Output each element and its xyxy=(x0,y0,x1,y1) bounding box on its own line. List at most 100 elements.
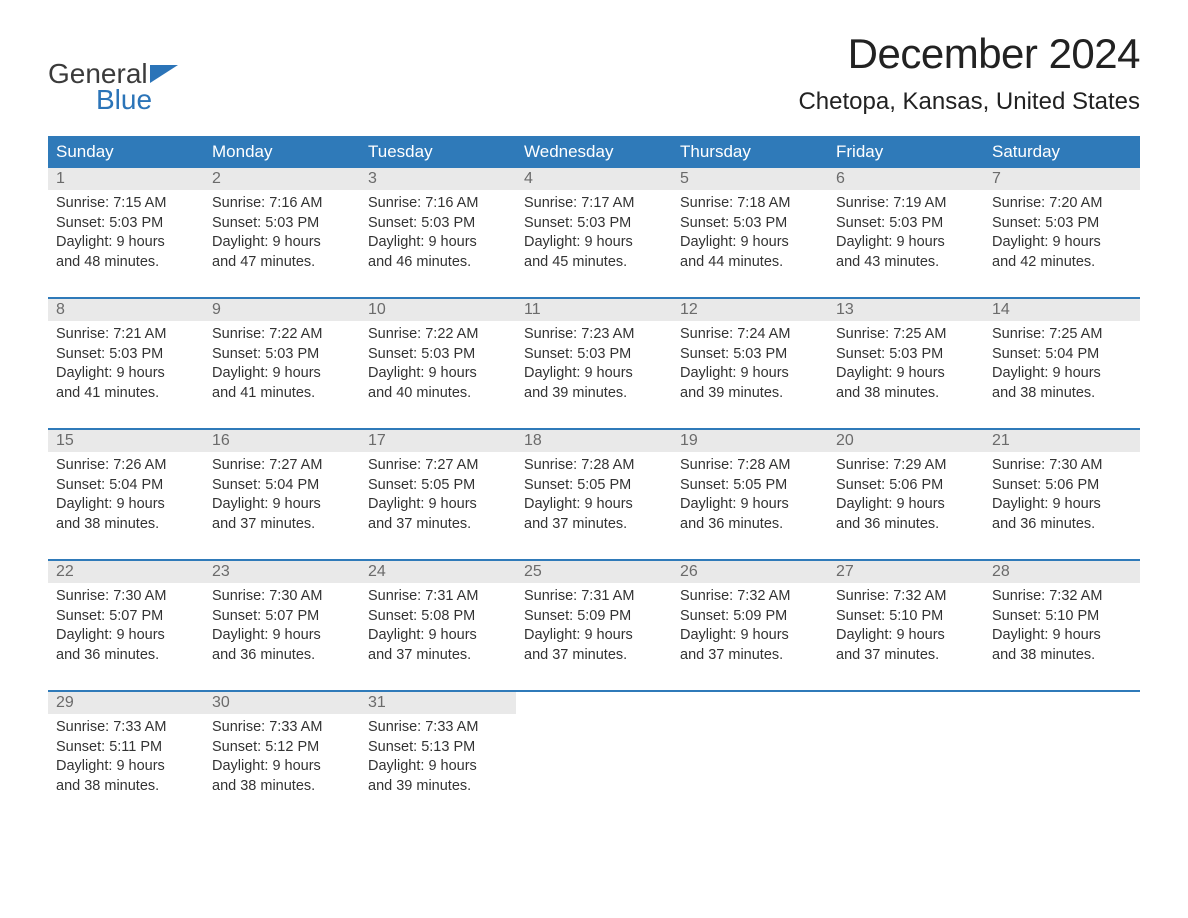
daylight-line2: and 36 minutes. xyxy=(680,515,820,535)
week-detail-row: Sunrise: 7:15 AMSunset: 5:03 PMDaylight:… xyxy=(48,190,1140,298)
flag-icon xyxy=(150,65,178,83)
daylight-line2: and 42 minutes. xyxy=(992,253,1132,273)
sunset-text: Sunset: 5:10 PM xyxy=(836,607,976,627)
daylight-line1: Daylight: 9 hours xyxy=(836,626,976,646)
day-number xyxy=(984,691,1140,714)
daylight-line2: and 37 minutes. xyxy=(836,646,976,666)
day-detail: Sunrise: 7:18 AMSunset: 5:03 PMDaylight:… xyxy=(672,190,828,298)
day-number: 19 xyxy=(672,429,828,452)
sunset-text: Sunset: 5:09 PM xyxy=(524,607,664,627)
daylight-line2: and 38 minutes. xyxy=(992,646,1132,666)
sunrise-text: Sunrise: 7:30 AM xyxy=(992,456,1132,476)
day-number: 20 xyxy=(828,429,984,452)
day-detail: Sunrise: 7:27 AMSunset: 5:04 PMDaylight:… xyxy=(204,452,360,560)
sunset-text: Sunset: 5:03 PM xyxy=(992,214,1132,234)
daylight-line2: and 46 minutes. xyxy=(368,253,508,273)
sunrise-text: Sunrise: 7:27 AM xyxy=(368,456,508,476)
daylight-line2: and 39 minutes. xyxy=(524,384,664,404)
daylight-line1: Daylight: 9 hours xyxy=(368,233,508,253)
day-number: 25 xyxy=(516,560,672,583)
daylight-line1: Daylight: 9 hours xyxy=(212,364,352,384)
day-detail: Sunrise: 7:30 AMSunset: 5:07 PMDaylight:… xyxy=(48,583,204,691)
day-detail: Sunrise: 7:25 AMSunset: 5:03 PMDaylight:… xyxy=(828,321,984,429)
daylight-line1: Daylight: 9 hours xyxy=(212,233,352,253)
day-detail: Sunrise: 7:15 AMSunset: 5:03 PMDaylight:… xyxy=(48,190,204,298)
day-header-tue: Tuesday xyxy=(360,136,516,168)
daylight-line1: Daylight: 9 hours xyxy=(680,364,820,384)
daylight-line2: and 39 minutes. xyxy=(680,384,820,404)
day-detail: Sunrise: 7:31 AMSunset: 5:09 PMDaylight:… xyxy=(516,583,672,691)
daylight-line1: Daylight: 9 hours xyxy=(992,626,1132,646)
daylight-line1: Daylight: 9 hours xyxy=(992,364,1132,384)
sunset-text: Sunset: 5:03 PM xyxy=(524,214,664,234)
sunrise-text: Sunrise: 7:31 AM xyxy=(524,587,664,607)
logo: General Blue xyxy=(48,30,178,116)
week-daynum-row: 891011121314 xyxy=(48,298,1140,321)
day-number: 28 xyxy=(984,560,1140,583)
day-number xyxy=(828,691,984,714)
day-detail: Sunrise: 7:22 AMSunset: 5:03 PMDaylight:… xyxy=(360,321,516,429)
sunset-text: Sunset: 5:03 PM xyxy=(212,214,352,234)
day-header-mon: Monday xyxy=(204,136,360,168)
week-detail-row: Sunrise: 7:33 AMSunset: 5:11 PMDaylight:… xyxy=(48,714,1140,810)
location-label: Chetopa, Kansas, United States xyxy=(798,88,1140,116)
daylight-line2: and 39 minutes. xyxy=(368,777,508,797)
day-number xyxy=(672,691,828,714)
week-detail-row: Sunrise: 7:21 AMSunset: 5:03 PMDaylight:… xyxy=(48,321,1140,429)
sunrise-text: Sunrise: 7:24 AM xyxy=(680,325,820,345)
daylight-line1: Daylight: 9 hours xyxy=(680,233,820,253)
daylight-line1: Daylight: 9 hours xyxy=(836,233,976,253)
daylight-line2: and 36 minutes. xyxy=(56,646,196,666)
title-block: December 2024 Chetopa, Kansas, United St… xyxy=(798,30,1140,116)
logo-text-blue: Blue xyxy=(96,84,152,116)
daylight-line1: Daylight: 9 hours xyxy=(56,364,196,384)
daylight-line2: and 37 minutes. xyxy=(368,515,508,535)
day-number: 4 xyxy=(516,168,672,190)
day-number: 17 xyxy=(360,429,516,452)
day-number xyxy=(516,691,672,714)
sunset-text: Sunset: 5:08 PM xyxy=(368,607,508,627)
daylight-line2: and 37 minutes. xyxy=(524,646,664,666)
calendar-body: 1234567Sunrise: 7:15 AMSunset: 5:03 PMDa… xyxy=(48,168,1140,810)
sunrise-text: Sunrise: 7:15 AM xyxy=(56,194,196,214)
daylight-line2: and 38 minutes. xyxy=(56,515,196,535)
day-number: 5 xyxy=(672,168,828,190)
day-number: 29 xyxy=(48,691,204,714)
daylight-line2: and 48 minutes. xyxy=(56,253,196,273)
day-number: 6 xyxy=(828,168,984,190)
day-detail xyxy=(828,714,984,810)
sunrise-text: Sunrise: 7:16 AM xyxy=(212,194,352,214)
daylight-line1: Daylight: 9 hours xyxy=(368,495,508,515)
daylight-line1: Daylight: 9 hours xyxy=(212,626,352,646)
day-detail: Sunrise: 7:21 AMSunset: 5:03 PMDaylight:… xyxy=(48,321,204,429)
day-header-row: Sunday Monday Tuesday Wednesday Thursday… xyxy=(48,136,1140,168)
daylight-line2: and 37 minutes. xyxy=(680,646,820,666)
daylight-line1: Daylight: 9 hours xyxy=(56,626,196,646)
sunrise-text: Sunrise: 7:28 AM xyxy=(524,456,664,476)
day-header-sun: Sunday xyxy=(48,136,204,168)
sunset-text: Sunset: 5:05 PM xyxy=(680,476,820,496)
daylight-line1: Daylight: 9 hours xyxy=(992,495,1132,515)
sunrise-text: Sunrise: 7:29 AM xyxy=(836,456,976,476)
daylight-line2: and 47 minutes. xyxy=(212,253,352,273)
day-detail xyxy=(672,714,828,810)
daylight-line1: Daylight: 9 hours xyxy=(524,364,664,384)
sunset-text: Sunset: 5:04 PM xyxy=(56,476,196,496)
daylight-line2: and 37 minutes. xyxy=(524,515,664,535)
sunset-text: Sunset: 5:13 PM xyxy=(368,738,508,758)
day-detail: Sunrise: 7:27 AMSunset: 5:05 PMDaylight:… xyxy=(360,452,516,560)
sunrise-text: Sunrise: 7:22 AM xyxy=(212,325,352,345)
daylight-line1: Daylight: 9 hours xyxy=(524,626,664,646)
daylight-line2: and 44 minutes. xyxy=(680,253,820,273)
day-number: 31 xyxy=(360,691,516,714)
day-detail: Sunrise: 7:33 AMSunset: 5:12 PMDaylight:… xyxy=(204,714,360,810)
daylight-line1: Daylight: 9 hours xyxy=(524,495,664,515)
day-header-sat: Saturday xyxy=(984,136,1140,168)
day-number: 24 xyxy=(360,560,516,583)
daylight-line2: and 40 minutes. xyxy=(368,384,508,404)
day-number: 2 xyxy=(204,168,360,190)
day-number: 7 xyxy=(984,168,1140,190)
daylight-line1: Daylight: 9 hours xyxy=(680,626,820,646)
sunset-text: Sunset: 5:03 PM xyxy=(680,345,820,365)
week-detail-row: Sunrise: 7:26 AMSunset: 5:04 PMDaylight:… xyxy=(48,452,1140,560)
